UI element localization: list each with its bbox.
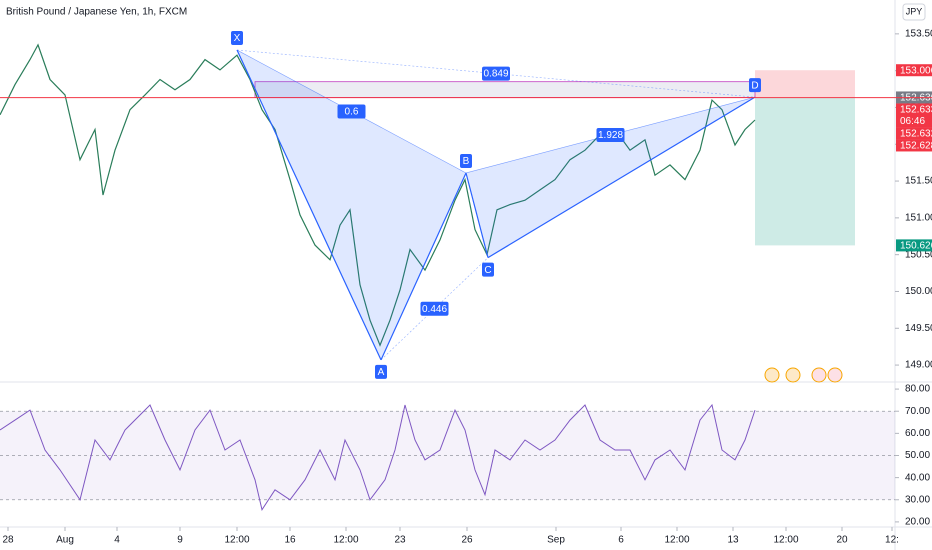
ratio-box — [420, 301, 449, 316]
event-icons — [764, 367, 843, 383]
price-marker-text: 150.626 — [900, 241, 932, 252]
y-tick-label: 80.00 — [905, 384, 930, 395]
price-marker-text: 152.633 — [900, 105, 932, 116]
x-tick-label: 12: — [885, 535, 899, 546]
event-icon[interactable] — [827, 367, 843, 383]
ratio-text: 1.928 — [598, 130, 623, 141]
x-tick-label: 9 — [177, 535, 183, 546]
chart-title: British Pound / Japanese Yen, 1h, FXCM — [6, 7, 187, 18]
point-box — [375, 364, 387, 379]
y-tick-label: 153.500 — [905, 28, 932, 39]
point-label: A — [375, 364, 387, 379]
price-marker-text: 152.628 — [900, 141, 932, 152]
x-tick-label: 12:00 — [224, 535, 249, 546]
ratio-label: 0.849 — [482, 66, 510, 81]
ratio-text: 0.849 — [483, 69, 508, 80]
x-tick-label: 12:00 — [773, 535, 798, 546]
ratio-text: 0.446 — [422, 304, 447, 315]
event-icon[interactable] — [764, 367, 780, 383]
y-tick-label: 149.500 — [905, 323, 932, 334]
point-text: A — [378, 367, 385, 378]
x-tick-label: 16 — [284, 535, 296, 546]
point-label: X — [231, 31, 243, 46]
x-tick-label: 28 — [2, 535, 14, 546]
x-tick-label: 6 — [618, 535, 624, 546]
price-marker — [896, 127, 932, 140]
series-line — [0, 403, 756, 511]
x-tick-label: 26 — [461, 535, 473, 546]
price-marker — [896, 103, 932, 128]
point-text: C — [484, 265, 491, 276]
pattern-leg — [380, 172, 467, 361]
y-tick-label: 150.500 — [905, 249, 932, 260]
point-label: B — [460, 153, 472, 168]
price-marker — [896, 139, 932, 152]
y-tick-label: 149.000 — [905, 360, 932, 371]
ratio-text: 0.6 — [345, 107, 359, 118]
y-tick-label: 30.00 — [905, 494, 930, 505]
y-tick-label: 151.500 — [905, 176, 932, 187]
ratio-box — [482, 66, 510, 81]
pattern-zone — [254, 81, 756, 98]
point-box — [460, 153, 472, 168]
pattern-triangle — [466, 97, 755, 258]
series-line — [0, 43, 756, 347]
x-tick-label: Aug — [56, 535, 74, 546]
stop-box — [755, 97, 855, 246]
price-marker-text: 152.632 — [900, 129, 932, 140]
x-tick-label: 12:00 — [664, 535, 689, 546]
point-box — [749, 78, 761, 93]
point-box — [231, 31, 243, 46]
point-label: D — [749, 78, 761, 93]
target-box — [755, 70, 855, 98]
x-tick-label: 13 — [727, 535, 739, 546]
event-icon[interactable] — [785, 367, 801, 383]
y-tick-label: 150.000 — [905, 286, 932, 297]
y-tick-label: 70.00 — [905, 406, 930, 417]
ratio-label: 0.6 — [337, 104, 366, 119]
point-text: X — [234, 33, 241, 44]
point-label: C — [482, 262, 494, 277]
point-text: D — [751, 80, 758, 91]
x-tick-label: Sep — [547, 535, 565, 546]
x-tick-label: 4 — [114, 535, 120, 546]
pattern-leg — [236, 49, 382, 361]
pattern-leg — [465, 172, 489, 258]
x-tick-label: 12:00 — [333, 535, 358, 546]
y-tick-label: 50.00 — [905, 450, 930, 461]
y-tick-label: 151.000 — [905, 213, 932, 224]
ratio-box — [596, 128, 625, 143]
x-tick-label: 23 — [394, 535, 406, 546]
countdown-text: 06:46 — [900, 116, 925, 127]
price-marker — [896, 239, 932, 252]
event-icon[interactable] — [811, 367, 827, 383]
pattern-leg — [487, 96, 756, 259]
point-box — [482, 262, 494, 277]
y-tick-label: 60.00 — [905, 428, 930, 439]
pattern-triangle — [237, 50, 466, 360]
unit-badge[interactable] — [902, 3, 926, 21]
y-tick-label: 20.00 — [905, 517, 930, 528]
price-marker — [896, 64, 932, 77]
x-tick-label: 20 — [836, 535, 848, 546]
ratio-box — [337, 104, 366, 119]
pattern-leg — [380, 257, 489, 361]
price-marker-text: 153.006 — [900, 65, 932, 76]
point-text: B — [463, 156, 470, 167]
y-tick-label: 40.00 — [905, 472, 930, 483]
ratio-label: 0.446 — [420, 301, 449, 316]
unit-label: JPY — [906, 6, 923, 16]
ratio-label: 1.928 — [596, 128, 625, 143]
